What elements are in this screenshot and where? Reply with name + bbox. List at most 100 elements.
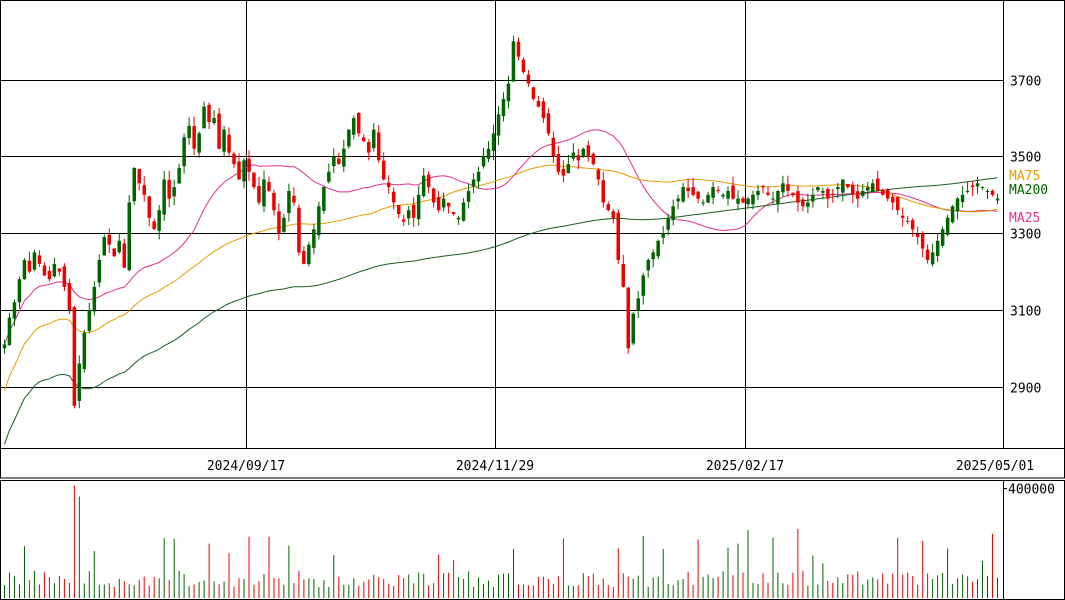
candle-body <box>910 220 915 230</box>
candle-body <box>821 191 825 193</box>
candle-body <box>172 187 176 197</box>
candle-body <box>397 205 401 214</box>
price-tick-label: 3500 <box>1010 151 1041 166</box>
candle-body <box>626 287 630 349</box>
candle-body <box>886 189 890 199</box>
candle-body <box>52 263 57 277</box>
candle-body <box>202 106 206 129</box>
candle-body <box>980 187 985 189</box>
candle-body <box>726 191 730 199</box>
candle-body <box>362 137 366 142</box>
candle-body <box>791 192 795 195</box>
volume-panel-frame <box>0 480 1065 600</box>
candle-body <box>77 363 82 401</box>
candle-body <box>137 168 141 184</box>
candle-body <box>746 198 750 205</box>
candle-body <box>107 234 111 245</box>
candle-body <box>242 160 246 182</box>
date-tick-label: 2025/02/17 <box>706 459 784 474</box>
price-tick-label: 3100 <box>1010 305 1041 320</box>
candle-body <box>796 191 800 203</box>
candle-body <box>696 191 700 199</box>
candle-body <box>831 193 835 195</box>
candle-body <box>771 198 775 200</box>
candle-body <box>267 182 271 191</box>
candle-body <box>67 283 72 310</box>
price-tick-label: 3300 <box>1010 228 1041 243</box>
candle-body <box>262 179 266 207</box>
candle-body <box>167 179 171 199</box>
candle-body <box>940 229 945 246</box>
volume-tick-label: 400000 <box>1008 483 1055 498</box>
candle-body <box>811 194 815 202</box>
candle-body <box>327 171 331 182</box>
candle-body <box>72 307 77 406</box>
candle-body <box>930 252 935 265</box>
candle-body <box>876 178 880 191</box>
candle-body <box>272 192 276 211</box>
candle-body <box>332 156 336 167</box>
candle-body <box>806 202 810 207</box>
candle-body <box>786 184 790 191</box>
candle-body <box>636 298 640 311</box>
candle-body <box>406 210 411 219</box>
candle-body <box>277 211 281 234</box>
candle-body <box>97 260 102 283</box>
candle-body <box>287 191 291 213</box>
candle-body <box>646 260 650 271</box>
candle-body <box>347 129 351 147</box>
candle-body <box>127 202 131 271</box>
candle-body <box>801 199 805 207</box>
candle-body <box>466 191 471 202</box>
candle-body <box>192 126 196 149</box>
candle-body <box>691 187 695 195</box>
candle-body <box>915 233 920 237</box>
candle-body <box>426 174 431 188</box>
candle-body <box>846 184 850 188</box>
candle-body <box>836 187 840 190</box>
candle-body <box>591 153 596 165</box>
candle-body <box>7 317 12 346</box>
candle-body <box>17 279 22 303</box>
candle-body <box>481 156 486 167</box>
candle-body <box>217 113 221 149</box>
candle-body <box>486 148 491 159</box>
candle-body <box>970 185 975 188</box>
candle-body <box>641 275 645 296</box>
candle-body <box>147 196 151 218</box>
candle-body <box>716 190 720 192</box>
candle-body <box>995 198 1000 201</box>
candle-body <box>766 192 770 195</box>
candle-body <box>576 155 581 161</box>
candle-body <box>546 113 551 134</box>
candle-body <box>871 183 875 192</box>
candle-body <box>631 313 635 344</box>
candle-body <box>227 134 231 153</box>
candle-body <box>551 137 556 157</box>
candle-body <box>935 240 940 257</box>
candle-body <box>377 132 381 161</box>
ma200-line <box>4 177 998 445</box>
candle-body <box>82 332 87 370</box>
candle-body <box>441 198 446 208</box>
candle-body <box>2 344 7 349</box>
candle-body <box>686 187 690 191</box>
candle-body <box>776 191 780 204</box>
candle-body <box>197 133 201 153</box>
candle-body <box>142 185 146 195</box>
candle-body <box>352 118 356 135</box>
candle-body <box>92 286 97 312</box>
candle-body <box>741 198 745 203</box>
candle-body <box>42 265 47 276</box>
candle-body <box>117 240 121 253</box>
candle-body <box>297 207 301 253</box>
candle-body <box>581 148 586 157</box>
candle-body <box>12 302 17 319</box>
candle-body <box>62 266 67 287</box>
candle-body <box>955 198 960 212</box>
candle-body <box>866 187 870 191</box>
candle-body <box>112 248 116 257</box>
candle-body <box>751 194 755 205</box>
candle-body <box>312 229 316 248</box>
